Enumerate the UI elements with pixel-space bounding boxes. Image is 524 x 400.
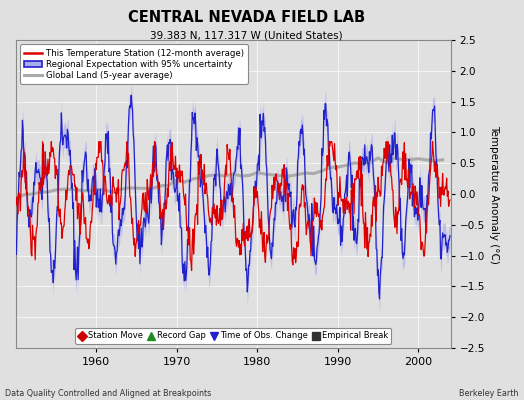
Legend: Station Move, Record Gap, Time of Obs. Change, Empirical Break: Station Move, Record Gap, Time of Obs. C… xyxy=(75,328,391,344)
Text: CENTRAL NEVADA FIELD LAB: CENTRAL NEVADA FIELD LAB xyxy=(128,10,365,25)
Text: Data Quality Controlled and Aligned at Breakpoints: Data Quality Controlled and Aligned at B… xyxy=(5,389,212,398)
Text: 39.383 N, 117.317 W (United States): 39.383 N, 117.317 W (United States) xyxy=(150,30,343,40)
Text: Berkeley Earth: Berkeley Earth xyxy=(460,389,519,398)
Y-axis label: Temperature Anomaly (°C): Temperature Anomaly (°C) xyxy=(489,124,499,264)
